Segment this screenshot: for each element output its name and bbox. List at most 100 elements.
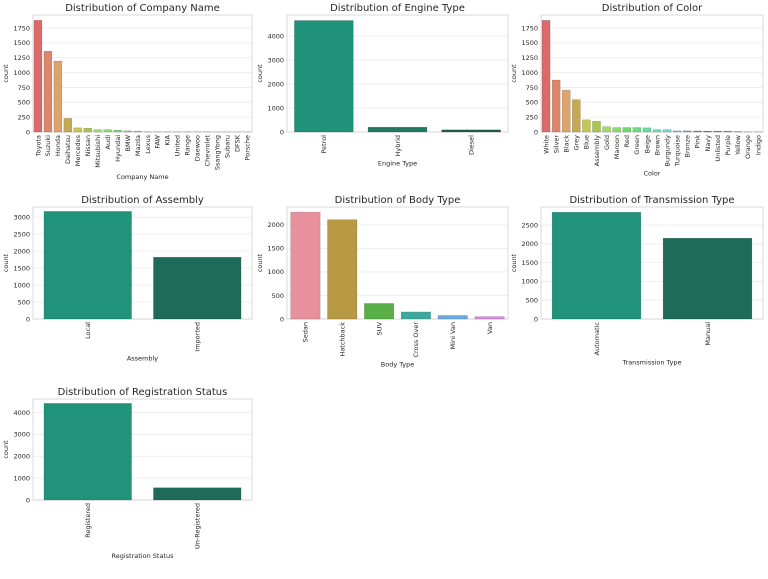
bar-mitsubishi	[94, 130, 102, 132]
y-tick-label: 1750	[521, 24, 538, 32]
x-axis-label: Company Name	[116, 173, 168, 181]
bar-bmw	[124, 131, 132, 132]
y-tick-label: 1000	[521, 69, 538, 77]
x-tick-label: Diesel	[467, 135, 475, 155]
x-tick-label: Un-Registered	[194, 503, 202, 549]
y-axis-label: count	[510, 253, 518, 272]
bar-black	[562, 90, 570, 132]
y-tick-label: 4000	[267, 32, 284, 40]
bar-turquoise	[673, 131, 681, 132]
x-tick-label: Pink	[694, 135, 702, 149]
bar-white	[542, 20, 550, 132]
bar-van	[475, 317, 504, 319]
x-axis-label: Color	[644, 169, 661, 177]
bar-mazda	[134, 131, 142, 132]
x-tick-label: Audi	[104, 135, 112, 150]
x-tick-label: KIA	[164, 134, 172, 145]
bar-un-registered	[153, 488, 241, 500]
y-tick-label: 1750	[13, 24, 30, 32]
x-tick-label: Green	[633, 135, 641, 155]
x-tick-label: Daewoo	[194, 135, 202, 161]
bar-red	[623, 128, 631, 132]
y-axis-label: count	[510, 64, 518, 83]
bar-hyundai	[114, 130, 122, 132]
bar-brown	[653, 130, 661, 132]
chart-title: Distribution of Company Name	[65, 3, 220, 14]
y-tick-label: 500	[18, 298, 30, 306]
x-tick-label: Petrol	[320, 135, 328, 154]
x-tick-label: Local	[84, 322, 92, 339]
y-tick-label: 1000	[13, 69, 30, 77]
x-axis-label: Engine Type	[378, 159, 417, 167]
bar-cross-over	[401, 312, 430, 319]
x-tick-label: Automatic	[593, 322, 601, 356]
y-tick-label: 3000	[13, 431, 30, 439]
y-tick-label: 0	[280, 128, 284, 136]
bar-blue	[582, 120, 590, 132]
x-tick-label: Subaru	[223, 135, 231, 158]
y-tick-label: 1000	[521, 278, 538, 286]
x-tick-label: Honda	[54, 135, 62, 156]
x-tick-label: Imported	[194, 322, 202, 352]
x-tick-label: Silver	[552, 135, 560, 154]
y-tick-label: 500	[526, 297, 538, 305]
bar-registered	[44, 403, 132, 500]
x-tick-label: Brown	[653, 135, 661, 155]
x-tick-label: Chevrolet	[204, 135, 212, 167]
x-tick-label: Mitsubishi	[94, 135, 102, 168]
x-tick-label: Suzuki	[44, 135, 52, 157]
x-tick-label: White	[542, 135, 550, 154]
y-tick-label: 0	[26, 315, 30, 323]
x-axis-label: Assembly	[127, 355, 158, 363]
y-tick-label: 1000	[13, 281, 30, 289]
y-tick-label: 2000	[267, 221, 284, 229]
bar-hatchback	[328, 220, 357, 319]
bar-assembly	[592, 121, 600, 132]
bar-beige	[643, 128, 651, 132]
x-tick-label: Hyundai	[114, 135, 122, 162]
x-tick-label: Maroon	[613, 135, 621, 159]
bar-maroon	[613, 128, 621, 132]
x-tick-label: DFSK	[233, 134, 241, 152]
x-tick-label: Unlisted	[714, 135, 722, 162]
x-tick-label: Beige	[643, 135, 651, 153]
bar-navy	[703, 131, 711, 132]
x-tick-label: Van	[486, 322, 494, 334]
x-tick-label: Toyota	[34, 135, 42, 157]
bar-manual	[663, 238, 752, 319]
y-tick-label: 0	[26, 496, 30, 504]
bar-purple	[724, 131, 732, 132]
y-tick-label: 750	[526, 84, 538, 92]
x-axis-label: Body Type	[381, 361, 414, 369]
x-tick-label: Cross Over	[412, 322, 420, 358]
y-tick-label: 500	[18, 99, 30, 107]
bar-hybrid	[368, 127, 427, 132]
x-tick-label: Indigo	[754, 135, 762, 155]
x-tick-label: Red	[623, 135, 631, 147]
x-tick-label: Porsche	[243, 135, 251, 160]
bar-bronze	[683, 131, 691, 132]
y-axis-label: count	[256, 64, 264, 83]
x-tick-label: Registered	[84, 503, 92, 538]
x-tick-label: Turquoise	[674, 135, 682, 167]
y-tick-label: 750	[18, 84, 30, 92]
x-tick-label: Orange	[744, 135, 752, 159]
x-tick-label: SUV	[375, 321, 383, 335]
y-tick-label: 1250	[13, 54, 30, 62]
x-tick-label: FAW	[154, 134, 162, 148]
y-tick-label: 1500	[267, 245, 284, 253]
y-tick-label: 2000	[267, 80, 284, 88]
x-tick-label: Blue	[583, 135, 591, 149]
y-tick-label: 250	[526, 113, 538, 121]
bar-gold	[603, 127, 611, 132]
bar-automatic	[552, 212, 641, 319]
y-tick-label: 0	[534, 128, 538, 136]
chart-title: Distribution of Transmission Type	[569, 195, 734, 206]
y-tick-label: 0	[534, 315, 538, 323]
x-tick-label: Black	[563, 135, 571, 153]
